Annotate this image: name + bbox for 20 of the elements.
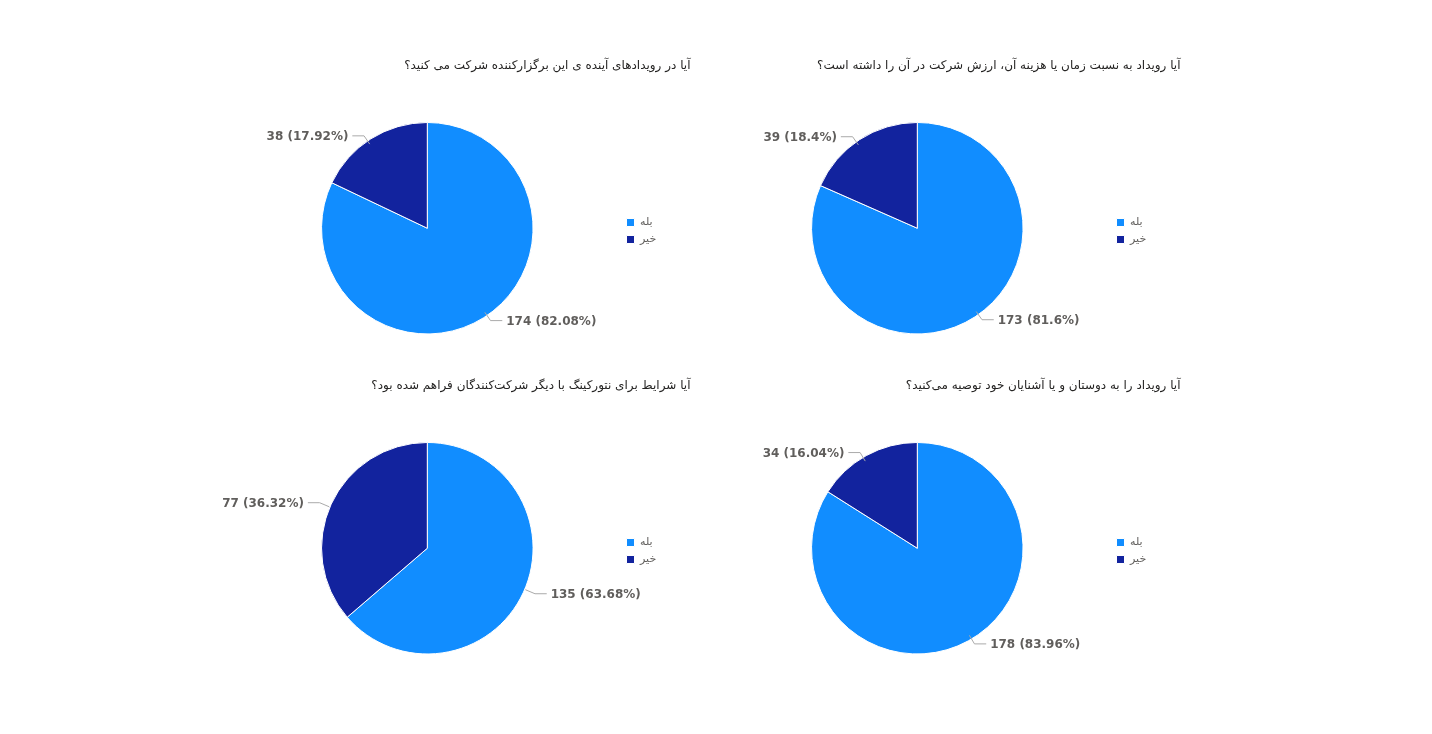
data-label: 173 (81.6%) (997, 312, 1080, 327)
legend-label: خیر (640, 552, 658, 565)
data-label: 77 (36.32%) (222, 495, 304, 510)
data-label: 34 (16.04%) (762, 445, 845, 460)
legend-label: بله (640, 535, 654, 548)
legend-label: خیر (1130, 232, 1148, 245)
chart-title: آیا رویداد را به دوستان و یا آشنایان خود توصیه می‌کنید؟ (905, 376, 1182, 393)
legend-label: بله (1130, 215, 1144, 228)
legend-label: خیر (1130, 552, 1148, 565)
legend-label: بله (1130, 535, 1144, 548)
chart-title: آیا شرایط برای نتورکینگ با دیگر شرکت‌کنندگان فراهم شده بود؟ (371, 376, 692, 393)
data-label: 178 (83.96%) (990, 636, 1081, 651)
data-label: 135 (63.68%) (550, 586, 641, 601)
data-label: 38 (17.92%) (266, 128, 349, 143)
data-label: 174 (82.08%) (506, 313, 597, 328)
data-label: 39 (18.4%) (763, 129, 837, 144)
legend-label: خیر (640, 232, 658, 245)
legend-label: بله (640, 215, 654, 228)
chart-title: آیا رویداد به نسبت زمان یا هزینه آن، ارزش شرکت در آن را داشته است؟ (817, 56, 1182, 73)
chart-title: آیا در رویدادهای آینده ی این برگزارکننده شرکت می کنید؟ (404, 56, 692, 73)
